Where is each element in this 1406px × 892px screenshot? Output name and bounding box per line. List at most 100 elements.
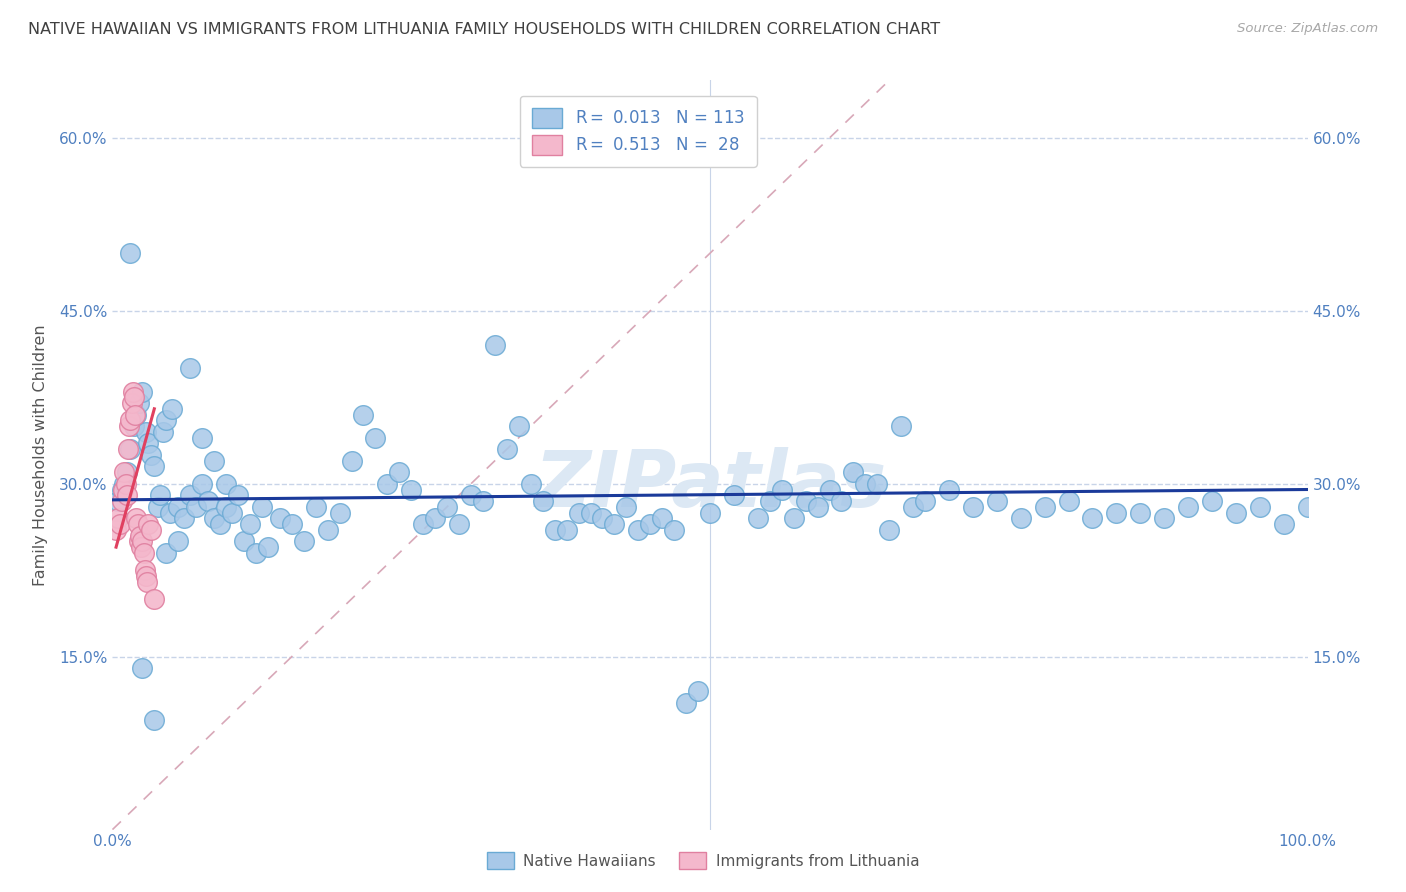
Point: [770, 483, 793, 497]
Point: [121, 396, 143, 410]
Point: [723, 488, 745, 502]
Point: [107, 494, 129, 508]
Point: [1129, 506, 1152, 520]
Point: [120, 442, 142, 457]
Point: [1033, 500, 1056, 514]
Point: [543, 523, 565, 537]
Point: [128, 396, 150, 410]
Point: [115, 465, 138, 479]
Point: [269, 511, 291, 525]
Point: [149, 488, 172, 502]
Point: [215, 500, 238, 514]
Point: [1225, 506, 1247, 520]
Point: [239, 517, 262, 532]
Point: [111, 483, 134, 497]
Point: [114, 465, 135, 479]
Point: [191, 431, 214, 445]
Point: [1249, 500, 1271, 514]
Point: [903, 500, 925, 514]
Point: [131, 384, 153, 399]
Point: [794, 494, 817, 508]
Point: [122, 390, 145, 404]
Point: [352, 408, 374, 422]
Point: [139, 448, 162, 462]
Point: [132, 546, 155, 560]
Point: [167, 500, 190, 514]
Point: [508, 419, 530, 434]
Point: [146, 500, 169, 514]
Point: [1201, 494, 1223, 508]
Point: [233, 534, 256, 549]
Text: ZIPatlas: ZIPatlas: [534, 447, 886, 523]
Point: [436, 500, 458, 514]
Point: [121, 384, 143, 399]
Point: [699, 506, 721, 520]
Point: [143, 713, 166, 727]
Point: [257, 540, 280, 554]
Point: [472, 494, 495, 508]
Point: [120, 413, 142, 427]
Point: [245, 546, 267, 560]
Point: [221, 506, 243, 520]
Legend: $\mathregular{R = }$ 0.013   N = 113, $\mathregular{R = }$ 0.513   N =  28: $\mathregular{R = }$ 0.013 N = 113, $\ma…: [520, 96, 756, 167]
Point: [747, 511, 769, 525]
Point: [1010, 511, 1032, 525]
Point: [129, 540, 152, 554]
Y-axis label: Family Households with Children: Family Households with Children: [32, 324, 48, 586]
Point: [627, 523, 650, 537]
Point: [173, 511, 195, 525]
Point: [496, 442, 519, 457]
Point: [122, 419, 145, 434]
Point: [186, 500, 208, 514]
Point: [986, 494, 1008, 508]
Point: [136, 574, 159, 589]
Point: [447, 517, 470, 532]
Point: [1296, 500, 1319, 514]
Point: [131, 661, 153, 675]
Point: [143, 459, 166, 474]
Point: [115, 488, 138, 502]
Point: [139, 523, 162, 537]
Point: [162, 401, 183, 416]
Point: [1057, 494, 1080, 508]
Point: [866, 476, 889, 491]
Point: [114, 476, 136, 491]
Point: [364, 431, 387, 445]
Point: [640, 517, 662, 532]
Point: [520, 476, 543, 491]
Point: [155, 546, 177, 560]
Point: [250, 500, 273, 514]
Point: [191, 476, 214, 491]
Point: [401, 483, 423, 497]
Point: [152, 425, 174, 439]
Point: [129, 528, 152, 542]
Point: [664, 523, 686, 537]
Point: [135, 569, 157, 583]
Point: [938, 483, 960, 497]
Point: [155, 413, 177, 427]
Point: [603, 517, 626, 532]
Point: [412, 517, 434, 532]
Point: [568, 506, 591, 520]
Point: [842, 465, 865, 479]
Point: [107, 511, 129, 525]
Point: [818, 483, 841, 497]
Point: [134, 563, 156, 577]
Point: [111, 494, 134, 508]
Point: [159, 506, 181, 520]
Point: [329, 506, 352, 520]
Point: [1177, 500, 1199, 514]
Point: [124, 408, 146, 422]
Point: [117, 442, 139, 457]
Point: [128, 534, 150, 549]
Point: [962, 500, 984, 514]
Point: [125, 408, 148, 422]
Point: [143, 592, 166, 607]
Point: [179, 488, 201, 502]
Point: [118, 419, 141, 434]
Point: [879, 523, 901, 537]
Point: [388, 465, 411, 479]
Point: [105, 523, 128, 537]
Point: [425, 511, 447, 525]
Point: [215, 476, 238, 491]
